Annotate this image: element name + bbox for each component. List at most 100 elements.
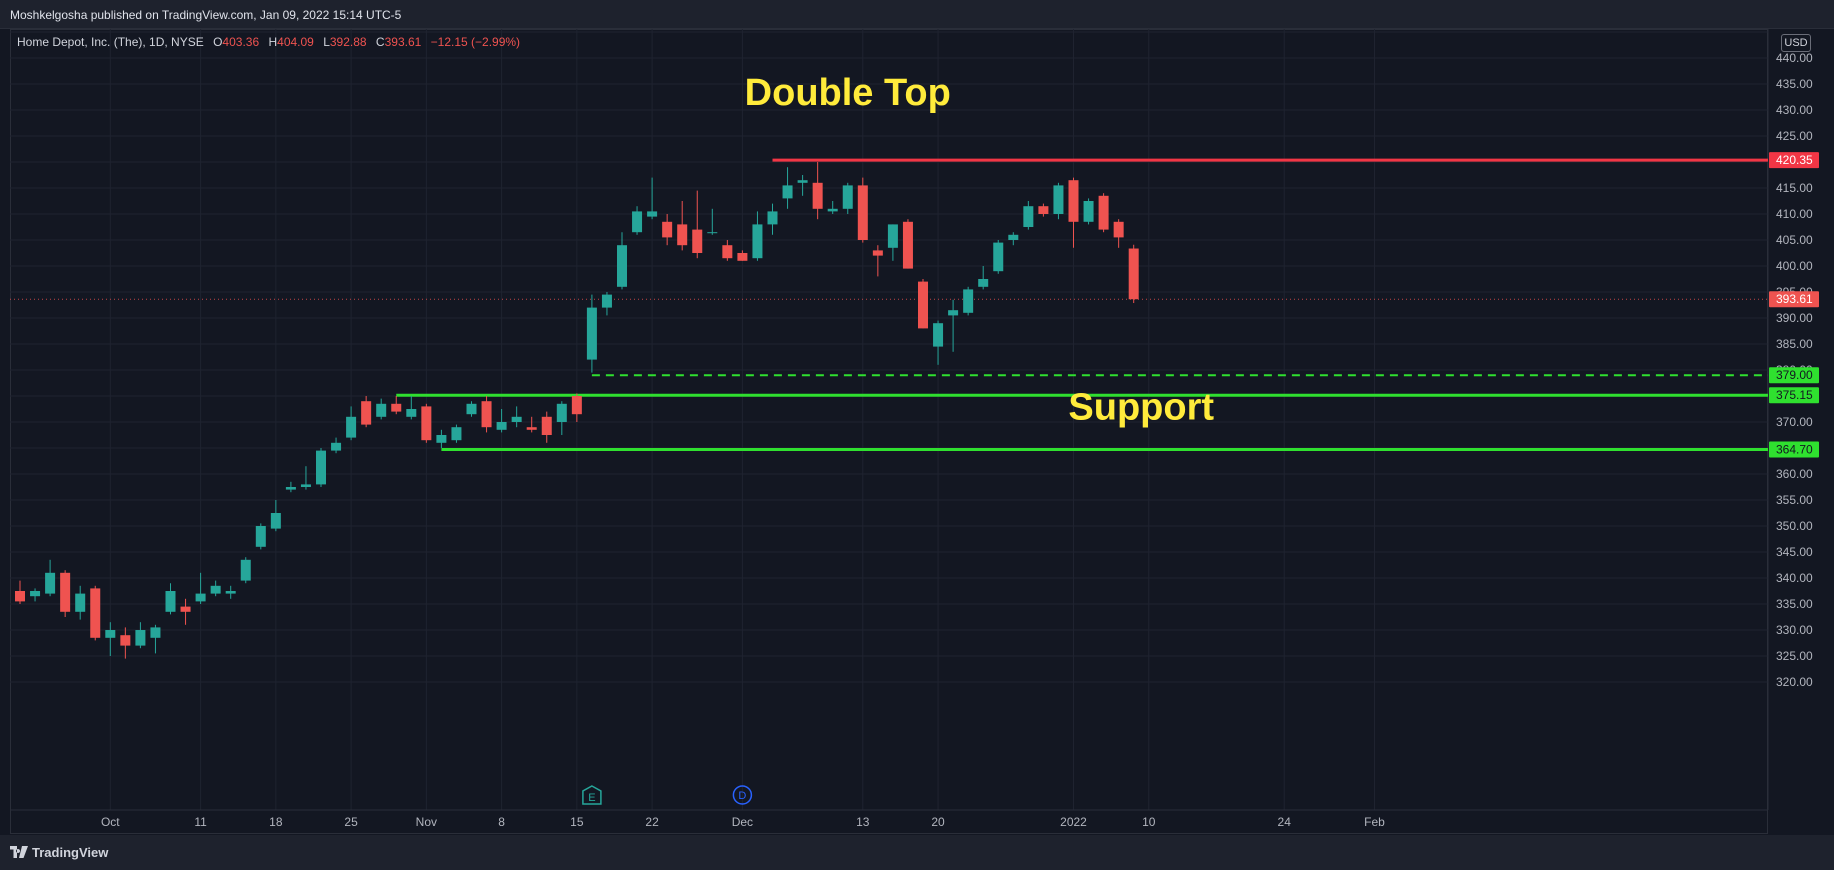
- y-tick-label: 345.00: [1776, 545, 1813, 559]
- candle-up[interactable]: [376, 403, 387, 417]
- symbol-legend[interactable]: Home Depot, Inc. (The), 1D, NYSE O403.36…: [17, 35, 520, 49]
- candle-up[interactable]: [316, 450, 326, 485]
- candle-up[interactable]: [346, 416, 357, 438]
- candle-down[interactable]: [1098, 195, 1109, 230]
- candle-down[interactable]: [481, 401, 492, 428]
- candle-up[interactable]: [195, 593, 206, 602]
- candle-up[interactable]: [827, 208, 838, 212]
- candle-up[interactable]: [617, 245, 627, 287]
- price-chart[interactable]: 320.00 325.00 330.00 335.00 340.00 345.00 350.…: [0, 0, 1834, 835]
- candle-up[interactable]: [887, 224, 898, 248]
- candle-up[interactable]: [331, 442, 342, 451]
- candle-up[interactable]: [75, 593, 86, 612]
- candle-up[interactable]: [270, 513, 281, 529]
- candle-down[interactable]: [90, 588, 101, 638]
- candle-down[interactable]: [180, 606, 191, 612]
- candle-down[interactable]: [812, 182, 823, 209]
- candle-down[interactable]: [1068, 180, 1079, 222]
- candle-up[interactable]: [451, 427, 462, 441]
- candle-up[interactable]: [647, 211, 658, 217]
- candle-down[interactable]: [722, 245, 733, 259]
- candle-up[interactable]: [466, 403, 477, 415]
- y-tick-label: 435.00: [1776, 77, 1813, 91]
- candle-up[interactable]: [406, 409, 417, 417]
- candle-down[interactable]: [1038, 206, 1049, 214]
- candle-up[interactable]: [1083, 201, 1094, 222]
- last-price-tag: [1769, 291, 1819, 308]
- candle-down[interactable]: [15, 591, 25, 602]
- candle-up[interactable]: [933, 323, 944, 347]
- candle-down[interactable]: [391, 403, 402, 412]
- support-upper-dashed-tag: [1769, 367, 1819, 384]
- candle-up[interactable]: [30, 591, 41, 597]
- candle-up[interactable]: [632, 211, 643, 233]
- candle-down[interactable]: [872, 250, 883, 256]
- candle-up[interactable]: [948, 310, 959, 316]
- candle-up[interactable]: [165, 591, 176, 612]
- candle-up[interactable]: [707, 232, 718, 234]
- candle-up[interactable]: [225, 591, 236, 594]
- last-price-tag-label: 393.61: [1776, 292, 1813, 306]
- candle-up[interactable]: [496, 422, 507, 430]
- candle-up[interactable]: [963, 289, 974, 313]
- dividend-marker-icon[interactable]: [732, 785, 753, 805]
- candle-up[interactable]: [135, 630, 146, 646]
- tradingview-brand[interactable]: TradingView: [10, 845, 108, 860]
- candle-up[interactable]: [556, 403, 567, 422]
- candle-up[interactable]: [300, 484, 311, 487]
- candle-down[interactable]: [361, 401, 372, 425]
- candle-down[interactable]: [918, 281, 928, 329]
- double-top-annotation: Double Top: [745, 72, 951, 114]
- x-tick-label: 15: [570, 815, 584, 829]
- tradingview-logo-icon: [10, 846, 28, 858]
- candle-down[interactable]: [737, 253, 748, 261]
- candle-up[interactable]: [993, 242, 1004, 272]
- candle-down[interactable]: [857, 185, 868, 240]
- publish-header: Moshkelgosha published on TradingView.co…: [0, 0, 1834, 29]
- candle-down[interactable]: [120, 635, 131, 646]
- candle-up[interactable]: [797, 180, 808, 183]
- candle-up[interactable]: [436, 435, 447, 443]
- candle-up[interactable]: [1023, 206, 1034, 227]
- y-tick-label: 390.00: [1776, 311, 1813, 325]
- candle-down[interactable]: [662, 221, 673, 238]
- currency-button[interactable]: USD: [1781, 34, 1811, 52]
- candle-up[interactable]: [752, 224, 763, 259]
- resistance-tag-label: 420.35: [1776, 153, 1813, 167]
- candle-down[interactable]: [692, 229, 703, 253]
- candle-up[interactable]: [105, 630, 116, 638]
- x-tick-label: 10: [1142, 815, 1156, 829]
- candle-up[interactable]: [601, 294, 612, 308]
- candle-down[interactable]: [541, 416, 552, 435]
- candle-down[interactable]: [1113, 221, 1124, 238]
- candle-down[interactable]: [902, 221, 913, 269]
- candle-up[interactable]: [978, 279, 989, 287]
- candle-down[interactable]: [60, 572, 71, 612]
- y-tick-label: 355.00: [1776, 493, 1813, 507]
- candle-up[interactable]: [285, 487, 296, 490]
- candle-up[interactable]: [586, 307, 597, 360]
- candle-down[interactable]: [571, 396, 582, 415]
- candle-up[interactable]: [842, 185, 853, 209]
- candle-up[interactable]: [150, 627, 161, 638]
- candle-up[interactable]: [767, 211, 778, 225]
- earnings-marker-icon[interactable]: [582, 785, 602, 805]
- candle-up[interactable]: [1008, 234, 1019, 240]
- candle-up[interactable]: [1053, 185, 1064, 214]
- y-tick-label: 370.00: [1776, 415, 1813, 429]
- candle-up[interactable]: [210, 585, 221, 594]
- candle-up[interactable]: [511, 416, 522, 422]
- candle-down[interactable]: [1128, 248, 1139, 300]
- brand-label: TradingView: [32, 845, 109, 860]
- close-value: 393.61: [384, 35, 422, 49]
- candle-up[interactable]: [255, 526, 266, 547]
- candle-up[interactable]: [782, 185, 793, 199]
- x-tick-label: Feb: [1364, 815, 1385, 829]
- y-tick-label: 385.00: [1776, 337, 1813, 351]
- candle-down[interactable]: [421, 406, 432, 441]
- candle-up[interactable]: [240, 559, 251, 581]
- low-value: 392.88: [329, 35, 367, 49]
- candle-up[interactable]: [45, 572, 56, 594]
- candle-down[interactable]: [526, 427, 537, 430]
- candle-down[interactable]: [677, 224, 688, 246]
